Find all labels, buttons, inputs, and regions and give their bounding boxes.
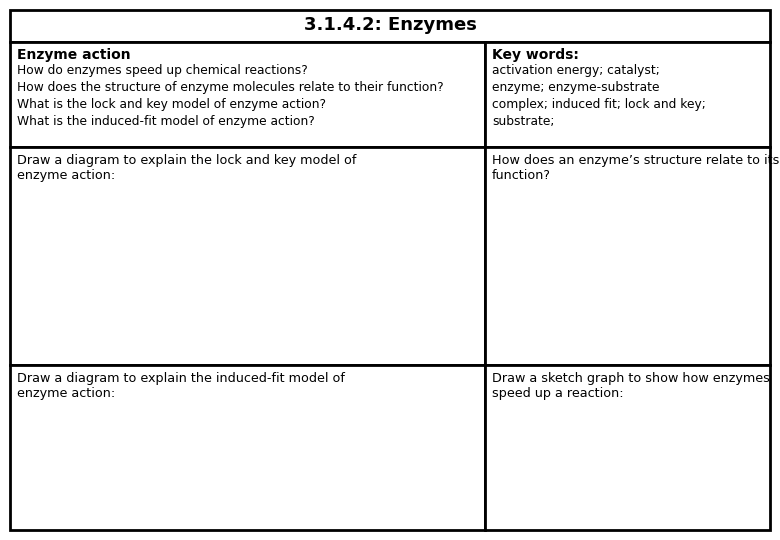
Text: substrate;: substrate; xyxy=(492,115,555,128)
Text: Enzyme action: Enzyme action xyxy=(17,48,130,62)
Text: How do enzymes speed up chemical reactions?: How do enzymes speed up chemical reactio… xyxy=(17,64,308,77)
Text: What is the induced-fit model of enzyme action?: What is the induced-fit model of enzyme … xyxy=(17,115,315,128)
Text: activation energy; catalyst;: activation energy; catalyst; xyxy=(492,64,660,77)
Text: Draw a diagram to explain the lock and key model of
enzyme action:: Draw a diagram to explain the lock and k… xyxy=(17,154,356,182)
Text: 3.1.4.2: Enzymes: 3.1.4.2: Enzymes xyxy=(303,16,477,34)
Bar xyxy=(10,42,485,147)
Text: Draw a sketch graph to show how enzymes
speed up a reaction:: Draw a sketch graph to show how enzymes … xyxy=(492,372,770,400)
Bar xyxy=(10,10,770,42)
Bar xyxy=(485,365,770,530)
Text: enzyme; enzyme-substrate: enzyme; enzyme-substrate xyxy=(492,81,660,94)
Text: Key words:: Key words: xyxy=(492,48,579,62)
Bar xyxy=(485,147,770,365)
Text: How does the structure of enzyme molecules relate to their function?: How does the structure of enzyme molecul… xyxy=(17,81,444,94)
Bar xyxy=(10,147,485,365)
Bar xyxy=(485,42,770,147)
Text: complex; induced fit; lock and key;: complex; induced fit; lock and key; xyxy=(492,98,706,111)
Text: What is the lock and key model of enzyme action?: What is the lock and key model of enzyme… xyxy=(17,98,326,111)
Text: How does an enzyme’s structure relate to its
function?: How does an enzyme’s structure relate to… xyxy=(492,154,779,182)
Text: Draw a diagram to explain the induced-fit model of
enzyme action:: Draw a diagram to explain the induced-fi… xyxy=(17,372,345,400)
Bar xyxy=(10,365,485,530)
